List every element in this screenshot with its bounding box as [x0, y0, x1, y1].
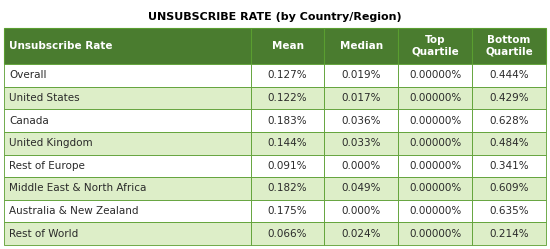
Bar — [398, 154, 472, 177]
Text: 0.000%: 0.000% — [342, 206, 381, 216]
Bar — [251, 154, 324, 177]
Bar — [398, 177, 472, 200]
Text: 0.341%: 0.341% — [489, 161, 529, 171]
Bar — [398, 200, 472, 222]
Text: 0.00000%: 0.00000% — [409, 161, 461, 171]
Bar — [472, 177, 546, 200]
Text: United Kingdom: United Kingdom — [9, 138, 92, 148]
Text: 0.049%: 0.049% — [342, 184, 381, 193]
Bar — [251, 177, 324, 200]
Bar — [324, 64, 398, 87]
Text: 0.066%: 0.066% — [268, 229, 307, 239]
Text: 0.444%: 0.444% — [489, 70, 529, 80]
Text: 0.183%: 0.183% — [268, 116, 307, 125]
Text: 0.033%: 0.033% — [342, 138, 381, 148]
Text: 0.484%: 0.484% — [489, 138, 529, 148]
Bar — [4, 87, 251, 109]
Text: 0.214%: 0.214% — [489, 229, 529, 239]
Text: Rest of Europe: Rest of Europe — [9, 161, 85, 171]
Bar — [324, 132, 398, 154]
Text: 0.00000%: 0.00000% — [409, 184, 461, 193]
Bar — [398, 222, 472, 245]
Bar — [324, 177, 398, 200]
Text: Middle East & North Africa: Middle East & North Africa — [9, 184, 146, 193]
Bar — [251, 222, 324, 245]
Bar — [251, 64, 324, 87]
Bar — [4, 177, 251, 200]
Bar — [472, 87, 546, 109]
Bar — [398, 132, 472, 154]
Text: 0.144%: 0.144% — [268, 138, 307, 148]
Bar — [4, 222, 251, 245]
Text: Canada: Canada — [9, 116, 49, 125]
Bar — [472, 222, 546, 245]
Bar — [472, 64, 546, 87]
Bar — [4, 64, 251, 87]
Text: 0.017%: 0.017% — [342, 93, 381, 103]
Text: Top
Quartile: Top Quartile — [411, 35, 459, 57]
Text: 0.000%: 0.000% — [342, 161, 381, 171]
Text: Australia & New Zealand: Australia & New Zealand — [9, 206, 139, 216]
Text: 0.182%: 0.182% — [268, 184, 307, 193]
Text: 0.00000%: 0.00000% — [409, 70, 461, 80]
Text: 0.091%: 0.091% — [268, 161, 307, 171]
Bar — [324, 28, 398, 64]
Text: Mean: Mean — [272, 41, 304, 51]
Text: 0.00000%: 0.00000% — [409, 229, 461, 239]
Text: 0.635%: 0.635% — [489, 206, 529, 216]
Bar — [251, 132, 324, 154]
Bar — [324, 200, 398, 222]
Text: 0.628%: 0.628% — [489, 116, 529, 125]
Bar — [472, 132, 546, 154]
Text: 0.00000%: 0.00000% — [409, 206, 461, 216]
Text: Median: Median — [340, 41, 383, 51]
Text: 0.00000%: 0.00000% — [409, 116, 461, 125]
Text: Overall: Overall — [9, 70, 47, 80]
Text: 0.122%: 0.122% — [268, 93, 307, 103]
Bar — [398, 87, 472, 109]
Text: 0.429%: 0.429% — [489, 93, 529, 103]
Bar — [398, 109, 472, 132]
Bar — [324, 222, 398, 245]
Text: 0.175%: 0.175% — [268, 206, 307, 216]
Bar — [324, 109, 398, 132]
Bar — [251, 87, 324, 109]
Text: Unsubscribe Rate: Unsubscribe Rate — [9, 41, 113, 51]
Bar — [472, 28, 546, 64]
Bar — [251, 109, 324, 132]
Text: 0.024%: 0.024% — [342, 229, 381, 239]
Text: 0.127%: 0.127% — [268, 70, 307, 80]
Bar — [4, 109, 251, 132]
Bar — [472, 154, 546, 177]
Bar — [324, 154, 398, 177]
Text: 0.00000%: 0.00000% — [409, 138, 461, 148]
Bar — [398, 64, 472, 87]
Bar — [4, 28, 251, 64]
Text: Bottom
Quartile: Bottom Quartile — [485, 35, 533, 57]
Bar — [324, 87, 398, 109]
Bar — [251, 28, 324, 64]
Text: UNSUBSCRIBE RATE (by Country/Region): UNSUBSCRIBE RATE (by Country/Region) — [148, 12, 402, 22]
Bar — [4, 200, 251, 222]
Text: 0.00000%: 0.00000% — [409, 93, 461, 103]
Text: United States: United States — [9, 93, 80, 103]
Bar — [251, 200, 324, 222]
Text: Rest of World: Rest of World — [9, 229, 78, 239]
Text: 0.609%: 0.609% — [490, 184, 529, 193]
Bar — [398, 28, 472, 64]
Bar — [4, 132, 251, 154]
Text: 0.019%: 0.019% — [342, 70, 381, 80]
Bar — [472, 200, 546, 222]
Bar — [472, 109, 546, 132]
Bar — [4, 154, 251, 177]
Text: 0.036%: 0.036% — [342, 116, 381, 125]
